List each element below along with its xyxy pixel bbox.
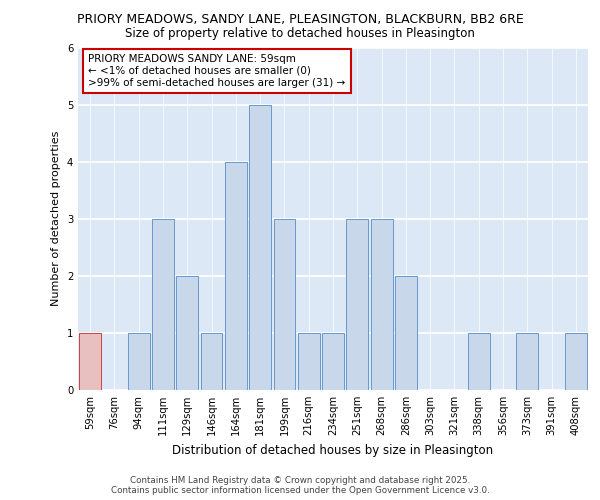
Bar — [249, 104, 271, 390]
X-axis label: Distribution of detached houses by size in Pleasington: Distribution of detached houses by size … — [172, 444, 494, 456]
Bar — [176, 276, 198, 390]
Bar — [371, 219, 392, 390]
Bar — [468, 333, 490, 390]
Bar — [395, 276, 417, 390]
Bar — [274, 219, 295, 390]
Text: Contains HM Land Registry data © Crown copyright and database right 2025.
Contai: Contains HM Land Registry data © Crown c… — [110, 476, 490, 495]
Bar — [322, 333, 344, 390]
Bar — [298, 333, 320, 390]
Bar — [517, 333, 538, 390]
Bar — [128, 333, 149, 390]
Bar — [346, 219, 368, 390]
Text: Size of property relative to detached houses in Pleasington: Size of property relative to detached ho… — [125, 28, 475, 40]
Bar — [79, 333, 101, 390]
Text: PRIORY MEADOWS SANDY LANE: 59sqm
← <1% of detached houses are smaller (0)
>99% o: PRIORY MEADOWS SANDY LANE: 59sqm ← <1% o… — [88, 54, 346, 88]
Bar — [152, 219, 174, 390]
Bar — [200, 333, 223, 390]
Text: PRIORY MEADOWS, SANDY LANE, PLEASINGTON, BLACKBURN, BB2 6RE: PRIORY MEADOWS, SANDY LANE, PLEASINGTON,… — [77, 12, 523, 26]
Bar — [225, 162, 247, 390]
Y-axis label: Number of detached properties: Number of detached properties — [51, 131, 61, 306]
Bar — [565, 333, 587, 390]
